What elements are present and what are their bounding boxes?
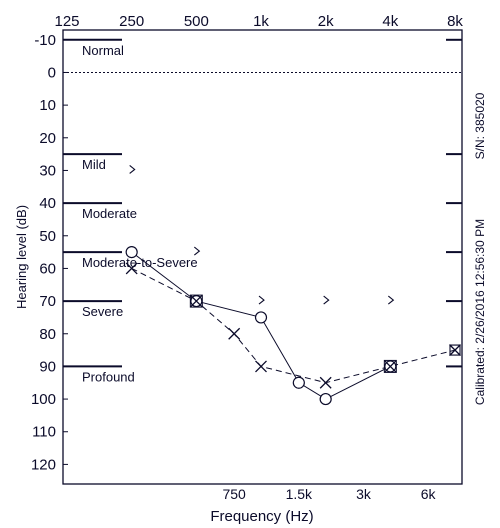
- bracket-marker: [323, 295, 330, 305]
- x-bottom-tick-label: 750: [222, 486, 246, 502]
- circle-marker: [319, 392, 332, 406]
- severity-band-label: Moderate-to-Severe: [82, 255, 198, 270]
- y-tick-label: 70: [39, 293, 56, 310]
- circle-marker: [254, 311, 268, 324]
- tick-label-layer: 125 250 500 1k 2k 4k 8k 750 1.5k 3k 6k -10 0 10 20 30 40…: [31, 13, 463, 502]
- y-tick-label: 60: [39, 260, 56, 277]
- x-bottom-tick-label: 3k: [356, 486, 372, 502]
- x-top-tick-label: 4k: [382, 13, 398, 30]
- y-tick-label: 90: [39, 358, 56, 375]
- cross-marker: [228, 327, 241, 340]
- x-axis-label: Frequency (Hz): [210, 508, 313, 525]
- y-tick-label: 50: [39, 228, 56, 245]
- x-top-tick-label: 2k: [318, 13, 334, 30]
- y-tick-label: 100: [31, 391, 56, 408]
- series-circle-line: [131, 251, 391, 400]
- y-tick-label: 40: [39, 195, 56, 212]
- y-tick-label: 0: [48, 64, 56, 81]
- circle-marker: [292, 376, 305, 389]
- y-tick-label: 30: [39, 162, 56, 179]
- circle-marker: [125, 246, 138, 259]
- marker-layer: [125, 165, 461, 406]
- y-axis-label: Hearing level (dB): [14, 205, 29, 309]
- y-tick-label: 80: [39, 326, 56, 343]
- y-tick-label: 10: [39, 97, 56, 114]
- cross-marker: [319, 376, 332, 389]
- severity-band-label: Mild: [82, 157, 106, 172]
- x-bottom-tick-label: 6k: [421, 486, 437, 502]
- x-top-tick-label: 8k: [447, 13, 463, 30]
- plot-frame: [62, 29, 463, 485]
- calibration-date-text: Calibrated: 2/26/2016 12:56:30 PM: [473, 219, 487, 405]
- plot-frame-layer: [62, 29, 463, 485]
- y-tick-label: 110: [32, 424, 56, 441]
- severity-band-label: Severe: [82, 304, 123, 319]
- severity-band-layer: Normal Mild Moderate Moderate-to-Severe Seve…: [63, 38, 462, 384]
- severity-band-label: Moderate: [82, 206, 137, 221]
- cross-marker: [125, 262, 138, 275]
- overlap-box-marker: [189, 294, 203, 308]
- overlap-box-marker: [383, 359, 397, 373]
- y-tick-label: -10: [34, 32, 56, 49]
- cross-marker: [384, 360, 397, 373]
- x-top-tick-label: 250: [119, 13, 144, 30]
- bracket-marker: [387, 295, 395, 305]
- serial-number-text: S/N: 385020: [473, 92, 487, 159]
- severity-band-label: Normal: [82, 43, 124, 58]
- boxed-x-marker: [449, 344, 461, 356]
- bracket-marker: [193, 246, 201, 256]
- x-top-tick-label: 1k: [253, 13, 269, 30]
- bracket-marker: [129, 165, 136, 174]
- x-top-tick-label: 500: [184, 13, 209, 30]
- y-tick-label: 120: [31, 456, 56, 473]
- y-tick-label: 20: [39, 130, 56, 147]
- bracket-marker: [258, 295, 265, 305]
- severity-band-label: Profound: [82, 369, 135, 384]
- cross-marker: [255, 360, 267, 373]
- cross-marker: [190, 295, 203, 308]
- x-bottom-tick-label: 1.5k: [286, 486, 313, 502]
- x-top-tick-label: 125: [54, 13, 79, 30]
